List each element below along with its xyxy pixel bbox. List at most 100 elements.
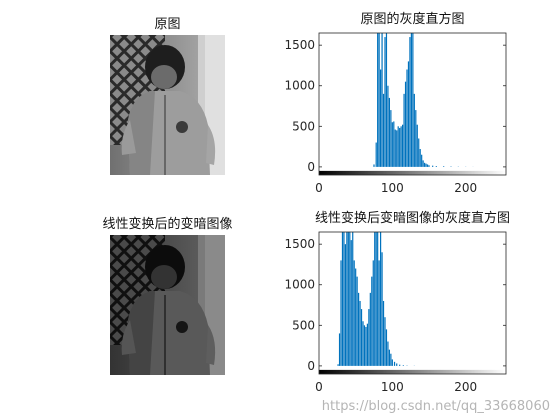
histogram-bar <box>393 361 396 366</box>
histogram-bar <box>390 110 392 167</box>
histogram-bar <box>396 130 398 167</box>
histogram-1: 线性变换后变暗图像的灰度直方图 0 500 1000 1500 0 100 200 <box>284 210 510 394</box>
histogram-bar <box>355 268 357 366</box>
y-tick-label: 0 <box>307 359 315 373</box>
histogram-bar <box>402 124 404 167</box>
histogram-bar <box>435 166 437 167</box>
watermark-text: https://blog.csdn.net/qq_33668060 <box>321 399 550 414</box>
histogram-bar <box>394 129 396 167</box>
histogram-bar <box>399 364 401 366</box>
histogram-bar <box>366 323 368 366</box>
histogram-bar <box>353 260 355 366</box>
histogram-bar <box>384 37 386 167</box>
y-tick-label: 1500 <box>284 237 315 251</box>
axes-box <box>318 231 507 375</box>
histogram-bar <box>419 149 421 167</box>
histogram-bar <box>377 232 379 366</box>
histogram-bar <box>371 276 373 366</box>
histogram-bar <box>415 110 417 167</box>
histogram-bar <box>380 232 382 366</box>
histogram-bar <box>403 93 405 167</box>
histogram-bar <box>391 359 393 366</box>
x-tick-label: 100 <box>381 181 404 195</box>
histogram-bar <box>380 69 382 167</box>
histogram-bar <box>368 309 370 366</box>
histogram-bar <box>385 33 388 167</box>
histogram-bar <box>346 232 348 366</box>
grayscale-colorbar <box>319 369 506 374</box>
y-tick-label: 500 <box>292 318 315 332</box>
histogram-bar <box>391 122 393 167</box>
y-tick-label: 1500 <box>284 38 315 52</box>
histogram-bar <box>338 333 341 366</box>
histogram-bar <box>424 162 426 167</box>
histogram-bar <box>404 81 407 167</box>
histogram-bar <box>360 309 363 366</box>
histogram-bar <box>416 124 418 167</box>
histogram-bar <box>340 260 342 366</box>
x-tick-label: 200 <box>454 181 477 195</box>
histogram-bar <box>387 85 389 167</box>
histogram-bar <box>390 353 392 366</box>
x-tick-label: 100 <box>381 380 404 394</box>
histogram-bar <box>393 121 395 167</box>
histogram-bar <box>343 232 345 366</box>
histogram-bar <box>396 363 398 366</box>
x-tick-label: 0 <box>315 380 323 394</box>
histogram-bar <box>381 33 383 167</box>
histogram-bar <box>406 69 408 167</box>
histogram-bar <box>359 300 361 366</box>
histogram-bar <box>382 300 385 366</box>
histogram-bar <box>337 364 339 366</box>
axes-box <box>318 32 507 176</box>
histogram-bar <box>349 232 351 366</box>
histogram-bar <box>350 240 352 366</box>
histogram-bar <box>363 325 366 366</box>
histogram-bar <box>385 329 388 366</box>
y-tick-label: 0 <box>307 160 315 174</box>
histogram-bar <box>388 349 390 366</box>
histogram-bar <box>381 252 383 366</box>
histogram-bar <box>378 260 380 366</box>
histogram-bar <box>365 326 367 366</box>
histogram-bar <box>387 341 389 366</box>
histogram-bar <box>413 93 415 167</box>
x-tick-label: 200 <box>454 380 477 394</box>
histogram-bar <box>373 164 375 167</box>
histogram-bar <box>356 276 358 366</box>
histogram-bar <box>362 321 364 366</box>
histogram-bar <box>358 292 360 366</box>
histogram-bar <box>377 33 379 167</box>
histogram-bar <box>382 93 385 167</box>
histogram-bar <box>407 61 410 167</box>
histogram-bar <box>428 165 430 167</box>
x-tick-label: 0 <box>315 181 323 195</box>
histogram-bar <box>374 232 376 366</box>
histogram-bar <box>399 127 401 167</box>
histogram-bar <box>426 164 429 167</box>
histogram-bar <box>412 33 414 167</box>
histogram-bar <box>422 160 424 167</box>
histogram-bar <box>421 154 423 167</box>
histogram-bar <box>402 365 404 366</box>
y-tick-label: 1000 <box>284 79 315 93</box>
chart-title: 原图的灰度直方图 <box>360 11 464 27</box>
y-tick-label: 500 <box>292 119 315 133</box>
histogram-bar <box>378 33 380 167</box>
original-image <box>110 35 225 175</box>
histogram-bar <box>347 232 349 366</box>
histogram-bar <box>341 232 344 366</box>
histogram-bar <box>418 138 420 167</box>
histogram-bar <box>369 292 371 366</box>
histogram-bar <box>388 97 390 167</box>
grayscale-colorbar <box>319 170 506 175</box>
darkened-image-title: 线性变换后的变暗图像 <box>102 217 233 232</box>
histogram-bar <box>384 317 386 366</box>
original-image-title: 原图 <box>154 17 181 32</box>
histogram-bar <box>344 244 346 366</box>
darkened-image <box>110 235 225 375</box>
histogram-bar <box>375 142 377 167</box>
histogram-bar <box>372 260 374 366</box>
histogram-bar <box>352 232 354 366</box>
